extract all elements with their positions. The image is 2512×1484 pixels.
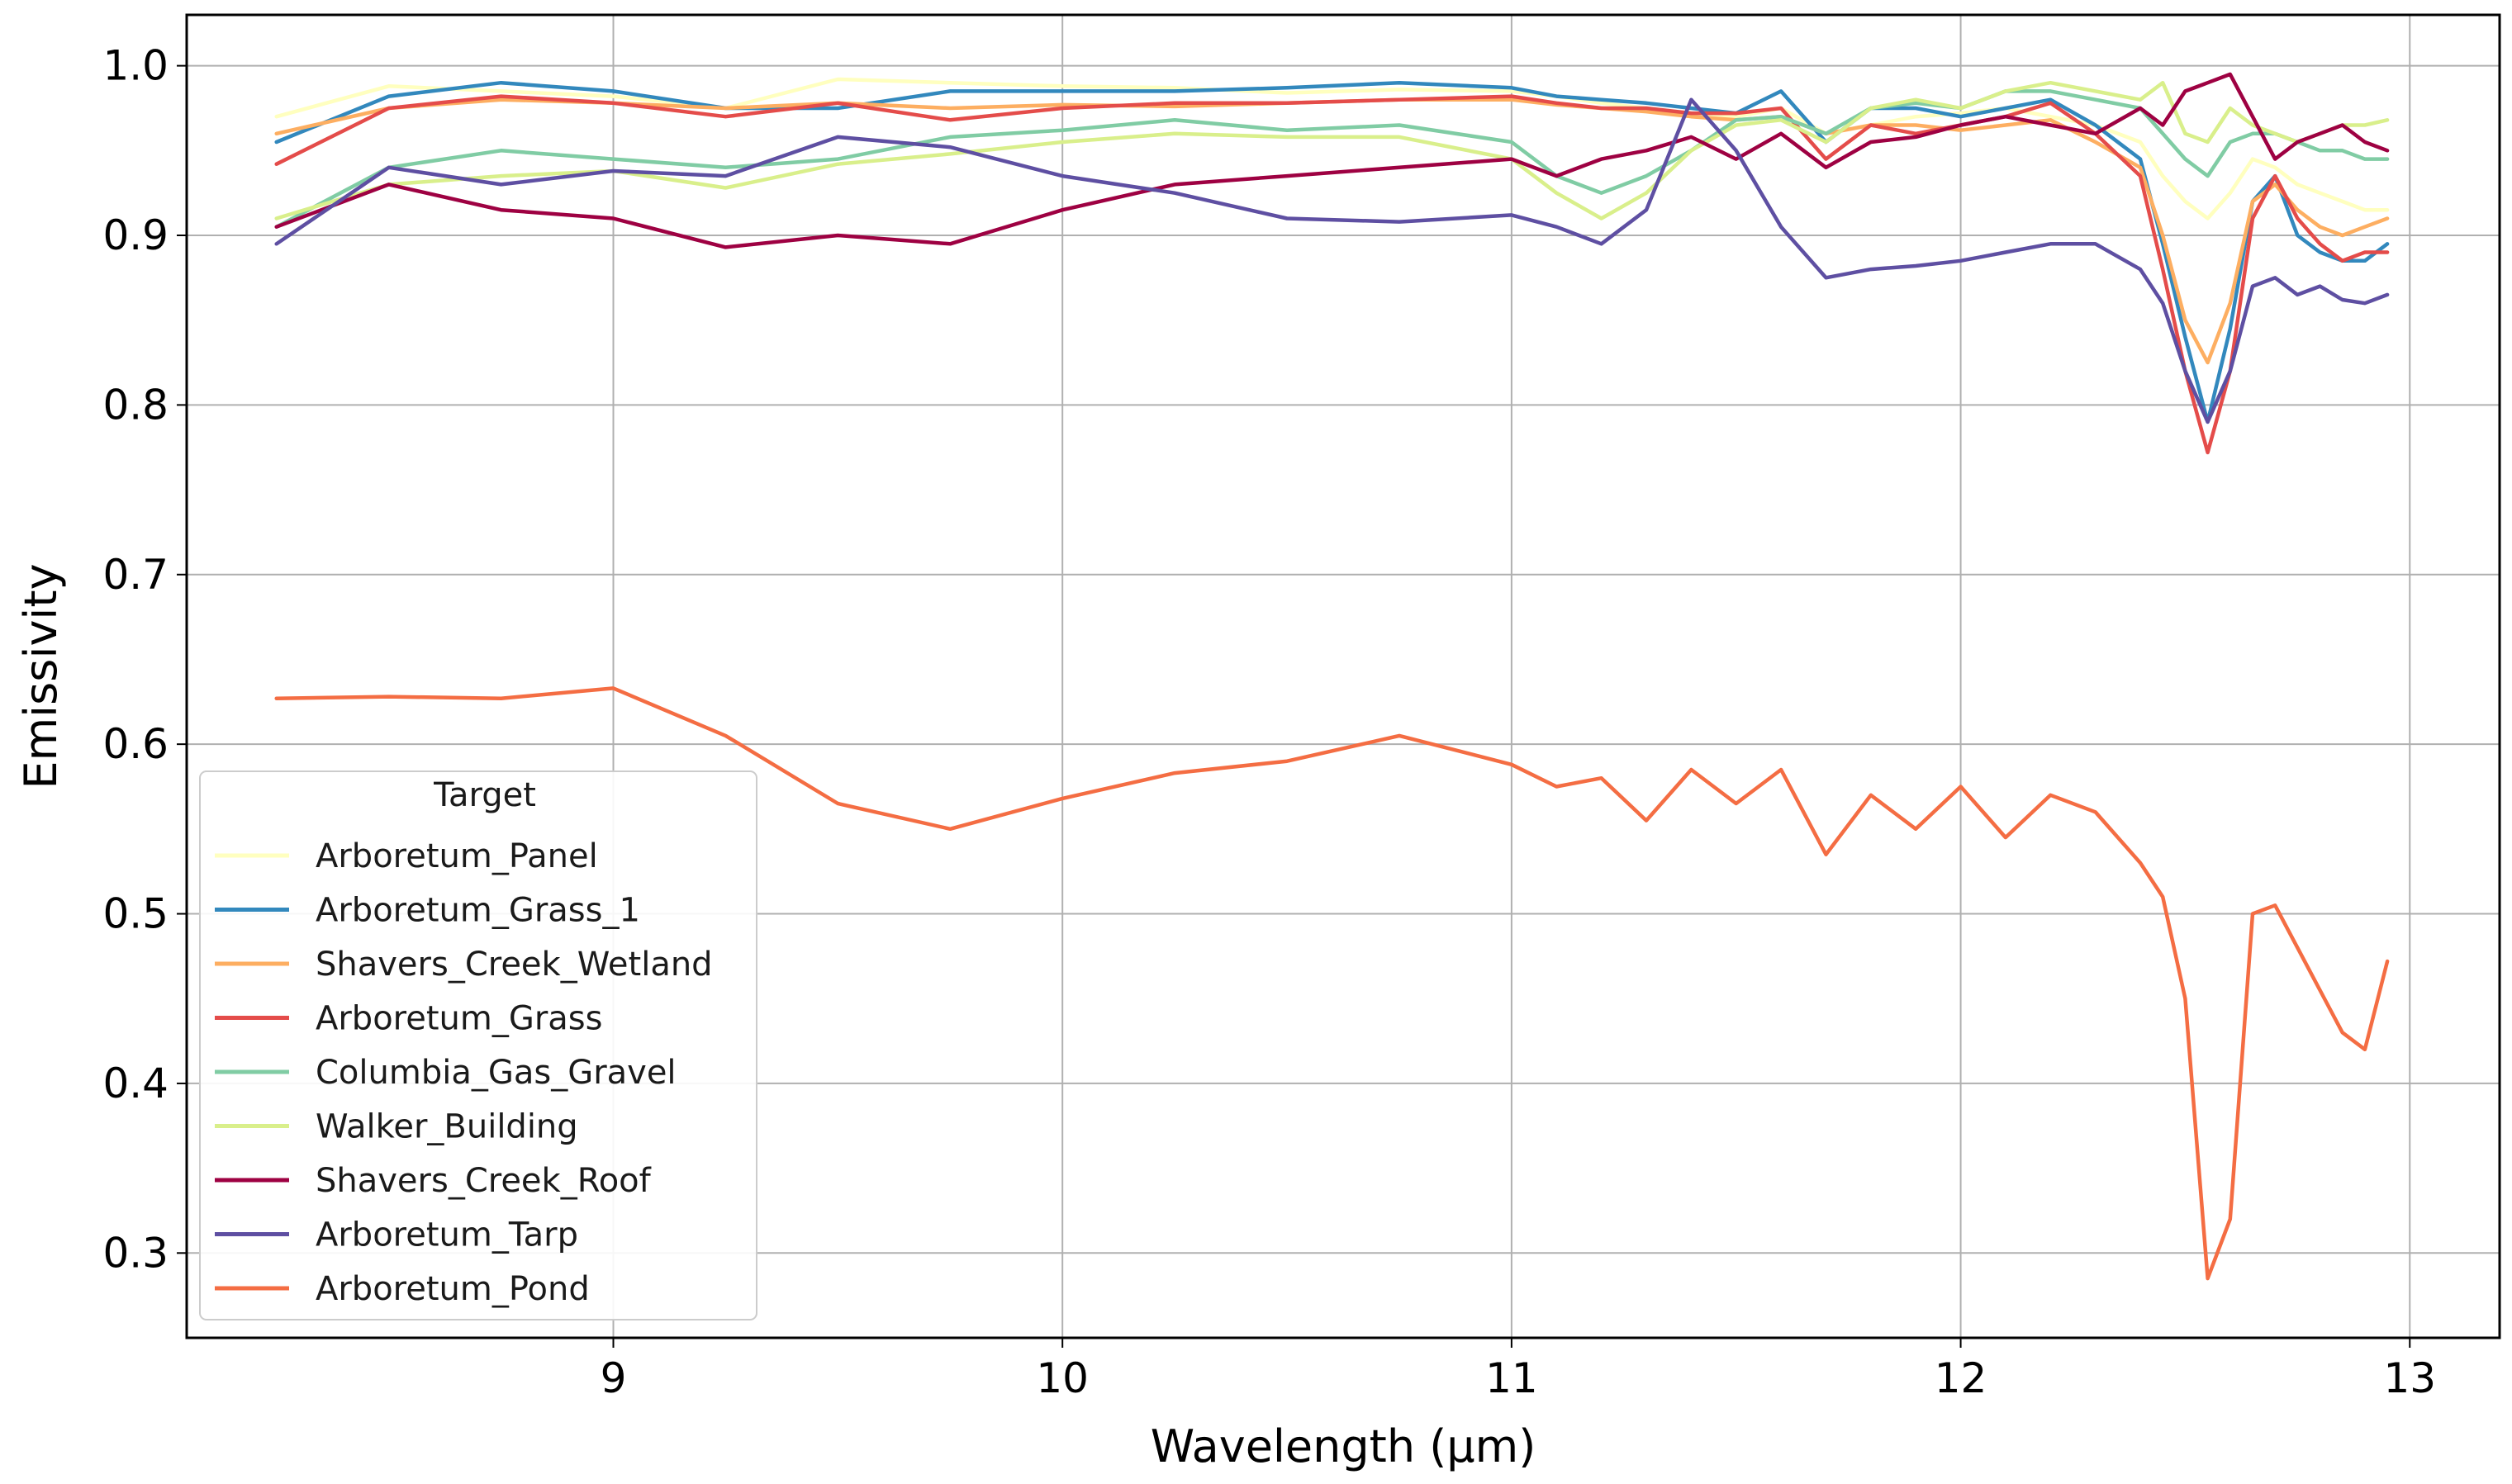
series-lines (274, 72, 2390, 1281)
series-line-arboretum-grass (274, 94, 2390, 455)
legend-label: Columbia_Gas_Gravel (316, 1054, 677, 1092)
legend-label: Shavers_Creek_Roof (316, 1162, 652, 1200)
x-tick-label: 9 (601, 1354, 627, 1402)
series-line-arboretum-tarp (274, 97, 2390, 424)
legend-box (199, 770, 757, 1320)
y-tick-label: 0.4 (102, 1060, 169, 1107)
x-tick-label: 11 (1485, 1354, 1538, 1402)
legend-label: Arboretum_Grass (316, 1000, 602, 1038)
x-tick-label: 13 (2383, 1354, 2436, 1402)
y-tick-label: 0.8 (102, 381, 169, 429)
y-axis-label: Emissivity (15, 563, 67, 789)
legend-label: Arboretum_Tarp (316, 1216, 578, 1254)
y-tick-label: 0.9 (102, 211, 169, 259)
y-tick-label: 0.5 (102, 890, 169, 938)
ticks: 9 10 11 12 13 0.3 0.4 0.5 0.6 0.7 0.8 0.9 1.0 (102, 42, 2436, 1402)
x-tick-label: 12 (1935, 1354, 1987, 1402)
legend-label: Walker_Building (316, 1108, 578, 1146)
y-tick-label: 0.6 (102, 720, 169, 768)
legend-label: Arboretum_Grass_1 (316, 892, 640, 930)
y-tick-label: 0.3 (102, 1229, 169, 1277)
y-tick-label: 1.0 (102, 42, 169, 90)
x-axis-label: Wavelength (µm) (1151, 1420, 1536, 1472)
plot-frame (185, 13, 2501, 1339)
legend-label: Arboretum_Pond (316, 1270, 590, 1308)
series-line-shavers-creek-roof (274, 72, 2390, 249)
legend: Target Arboretum_Panel Arboretum_Grass_1 S… (199, 770, 757, 1320)
legend-title: Target (433, 776, 536, 814)
series-line-columbia-gas-gravel (274, 89, 2390, 229)
series-line-arboretum-pond (274, 686, 2390, 1281)
x-tick-label: 10 (1036, 1354, 1089, 1402)
legend-label: Arboretum_Panel (316, 837, 598, 875)
series-line-walker-building (274, 80, 2390, 220)
y-tick-label: 0.7 (102, 551, 169, 599)
legend-label: Shavers_Creek_Wetland (316, 946, 713, 984)
